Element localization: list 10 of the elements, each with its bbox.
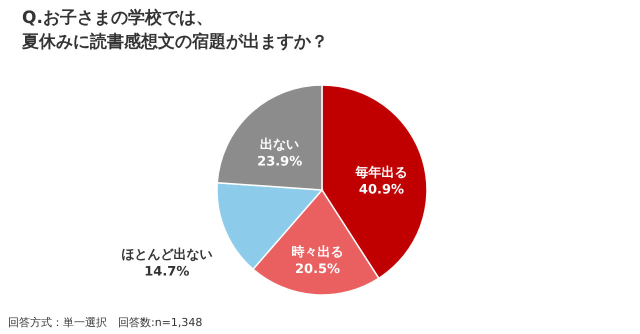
text: 回答方式：単一選択 回答数:n=1,348 <box>8 316 202 329</box>
data-label: 23.9% <box>257 154 302 170</box>
slice-label: ほとんど出ない <box>121 247 212 262</box>
slice-label: 出ない <box>260 138 300 153</box>
data-label: 40.9% <box>358 182 404 198</box>
slice-label: 時々出る <box>292 244 344 260</box>
data-label: 14.7% <box>144 264 190 280</box>
slice-label: 毎年出る <box>354 166 408 181</box>
chart-title: Q.お子さまの学校では、夏休みに読書感想文の宿題が出ますか？ <box>21 8 328 52</box>
data-label: 20.5% <box>294 262 340 277</box>
